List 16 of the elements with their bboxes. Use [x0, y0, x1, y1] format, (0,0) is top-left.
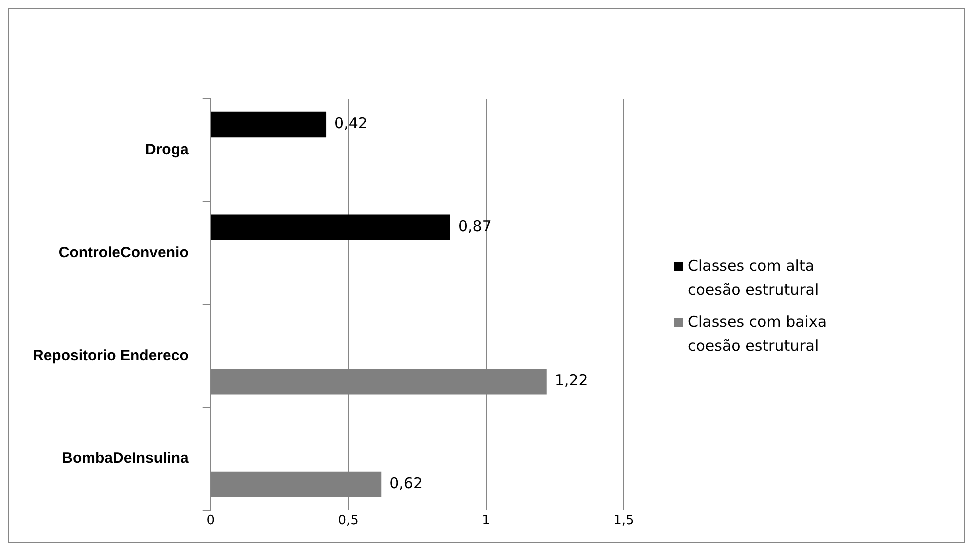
x-tick-label: 0,5 [338, 514, 359, 529]
y-tick-label: Droga [146, 142, 190, 159]
legend-label: Classes com baixa coesão estrutural [688, 312, 828, 357]
bar [211, 112, 327, 138]
x-tick-label: 1 [482, 514, 490, 529]
x-tick-label: 1,5 [614, 514, 634, 529]
data-label: 0,62 [390, 474, 424, 493]
y-tick-label: Repositorio Endereco [33, 347, 189, 364]
bar [211, 214, 450, 240]
x-tick-label: 0 [206, 514, 215, 529]
data-label: 0,87 [458, 217, 492, 236]
y-tick-label: BombaDeInsulina [62, 450, 190, 468]
data-label: 0,42 [334, 114, 368, 133]
y-tick-label: ControleConvenio [58, 244, 189, 262]
data-label: 1,22 [554, 372, 588, 390]
legend-label: Classes com alta coesão estrutural [688, 256, 820, 301]
